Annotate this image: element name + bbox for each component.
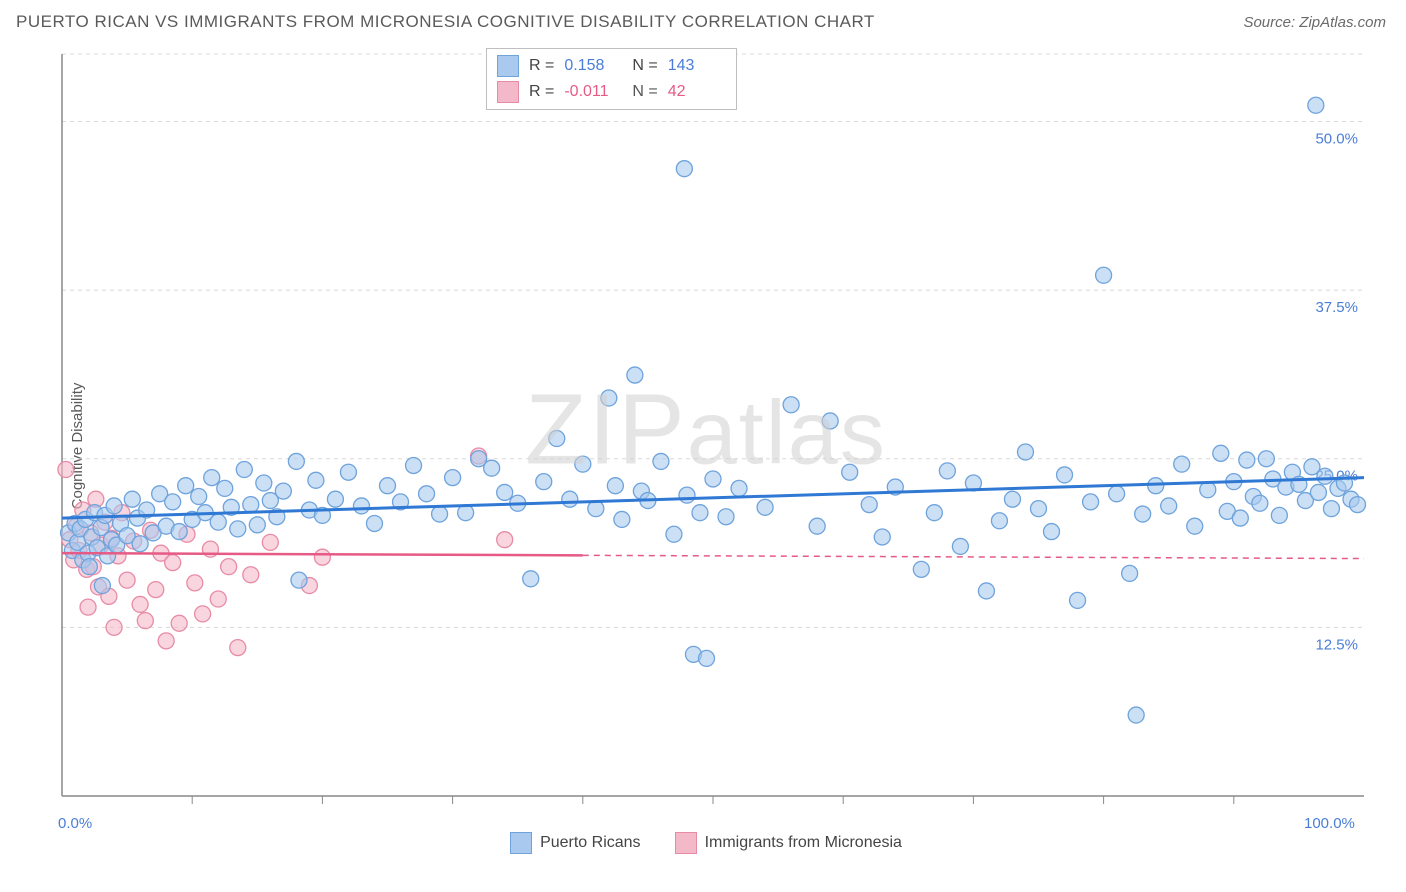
legend-row-b: R = -0.011 N = 42 [497,79,726,105]
legend-swatch-b-bottom [675,832,697,854]
legend-swatch-a-bottom [510,832,532,854]
svg-text:37.5%: 37.5% [1315,299,1358,316]
r-value-b: -0.011 [564,83,622,101]
legend-label-b: Immigrants from Micronesia [705,834,902,852]
series-legend: Puerto Ricans Immigrants from Micronesia [16,832,1396,854]
legend-swatch-b [497,81,519,103]
x-axis-label: 100.0% [1304,815,1355,832]
n-value-a: 143 [668,57,726,75]
svg-text:12.5%: 12.5% [1315,636,1358,653]
n-value-b: 42 [668,83,726,101]
legend-item-b: Immigrants from Micronesia [675,832,902,854]
plot-container: Cognitive Disability 12.5%25.0%37.5%50.0… [16,36,1396,856]
legend-item-a: Puerto Ricans [510,832,641,854]
source-label: Source: ZipAtlas.com [1243,14,1386,31]
x-axis-label: 0.0% [58,815,92,832]
svg-text:50.0%: 50.0% [1315,130,1358,147]
r-value-a: 0.158 [564,57,622,75]
legend-label-a: Puerto Ricans [540,834,641,852]
legend-row-a: R = 0.158 N = 143 [497,53,726,79]
chart-title: PUERTO RICAN VS IMMIGRANTS FROM MICRONES… [16,12,875,32]
scatter-plot: 12.5%25.0%37.5%50.0% [44,36,1384,816]
legend-swatch-a [497,55,519,77]
correlation-legend: R = 0.158 N = 143 R = -0.011 N = 42 [486,48,737,110]
